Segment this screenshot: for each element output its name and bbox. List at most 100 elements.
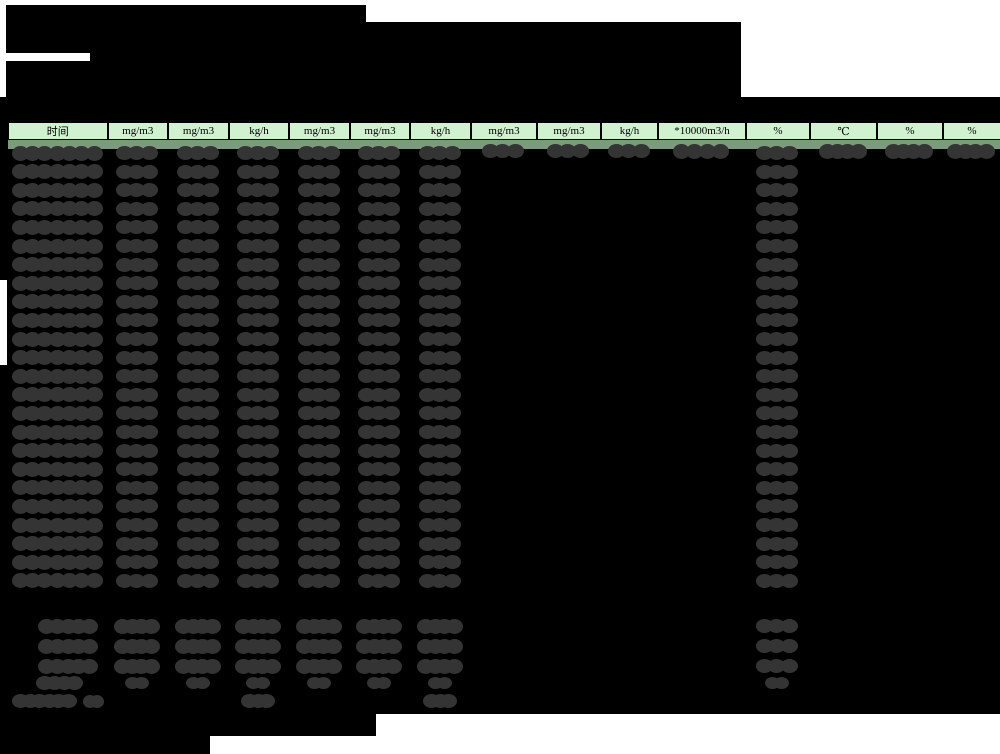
page-gap-upper-left	[0, 53, 90, 61]
redacted-value-blob	[418, 555, 461, 570]
redacted-value-blob	[176, 425, 219, 439]
redacted-value-blob	[241, 694, 275, 708]
redacted-value-blob	[176, 146, 219, 160]
redacted-value-blob	[756, 387, 798, 402]
redacted-value-blob	[756, 573, 798, 588]
redacted-value-blob	[607, 144, 650, 158]
redacted-value-blob	[358, 164, 400, 179]
header-cell-6: kg/h	[409, 123, 470, 139]
redacted-value-blob	[358, 183, 400, 198]
redacted-value-blob	[185, 677, 210, 689]
redacted-value-blob	[115, 443, 158, 458]
redacted-value-blob	[297, 313, 340, 328]
redacted-value-blob	[176, 573, 219, 588]
redacted-value-blob	[12, 480, 103, 496]
redacted-value-blob	[756, 201, 798, 216]
redacted-value-blob	[237, 257, 279, 272]
redacted-value-blob	[115, 257, 158, 272]
redacted-value-blob	[673, 143, 729, 159]
redacted-value-blob	[358, 313, 400, 328]
redacted-value-blob	[297, 183, 340, 198]
redacted-value-blob	[115, 425, 158, 439]
redacted-value-blob	[176, 518, 219, 532]
redacted-value-blob	[818, 143, 867, 159]
redacted-value-blob	[418, 332, 461, 346]
redacted-value-blob	[235, 638, 281, 654]
redacted-value-blob	[418, 387, 461, 402]
redacted-value-blob	[358, 220, 400, 235]
redacted-value-blob	[756, 659, 798, 673]
redacted-value-blob	[12, 443, 103, 459]
redacted-value-blob	[418, 573, 461, 588]
redacted-value-blob	[37, 618, 98, 634]
table-header-row: 时间 mg/m3 mg/m3 kg/h mg/m3 mg/m3 kg/h mg/m3 mg/m3…	[8, 122, 1000, 140]
redacted-value-blob	[756, 536, 798, 551]
redacted-value-blob	[237, 499, 279, 514]
redacted-value-blob	[297, 164, 340, 179]
redacted-value-blob	[418, 443, 461, 458]
redacted-value-blob	[756, 350, 798, 365]
redacted-value-blob	[12, 368, 103, 384]
redacted-value-blob	[356, 618, 402, 634]
redacted-value-blob	[237, 406, 279, 421]
page-gap-mid-left	[0, 280, 7, 365]
redacted-value-blob	[297, 536, 340, 551]
redacted-value-blob	[358, 257, 400, 272]
redacted-value-blob	[176, 257, 219, 272]
redacted-value-blob	[297, 332, 340, 346]
redacted-value-blob	[418, 201, 461, 216]
redacted-value-blob	[367, 677, 391, 689]
redacted-value-blob	[297, 276, 340, 291]
redacted-value-blob	[297, 146, 340, 160]
redacted-value-blob	[947, 143, 995, 159]
redacted-value-blob	[12, 312, 103, 328]
redacted-value-blob	[297, 462, 340, 477]
redacted-value-blob	[12, 536, 103, 552]
redacted-value-blob	[174, 658, 221, 674]
redacted-value-blob	[358, 201, 400, 216]
redacted-value-blob	[547, 144, 589, 158]
redacted-value-blob	[297, 555, 340, 570]
redacted-value-blob	[176, 294, 219, 309]
redacted-value-blob	[37, 658, 98, 674]
redacted-value-blob	[297, 518, 340, 532]
redacted-value-blob	[756, 369, 798, 384]
redacted-value-blob	[115, 387, 158, 402]
redacted-value-blob	[756, 146, 798, 160]
redacted-value-blob	[358, 518, 400, 532]
redacted-value-blob	[12, 350, 103, 366]
redacted-value-blob	[12, 424, 103, 440]
redacted-value-blob	[297, 425, 340, 439]
redacted-value-blob	[174, 618, 221, 634]
header-cell-9: kg/h	[600, 123, 657, 139]
redacted-value-blob	[765, 677, 789, 689]
redacted-value-blob	[418, 239, 461, 253]
redacted-value-blob	[756, 183, 798, 198]
redacted-value-blob	[237, 425, 279, 439]
redaction-block-title	[6, 5, 366, 22]
redacted-value-blob	[756, 220, 798, 235]
redacted-value-blob	[237, 294, 279, 309]
redacted-value-blob	[115, 573, 158, 588]
redacted-value-blob	[176, 462, 219, 477]
redacted-value-blob	[416, 618, 463, 634]
redacted-value-blob	[237, 536, 279, 551]
redacted-value-blob	[115, 350, 158, 365]
redacted-value-blob	[358, 294, 400, 309]
redacted-value-blob	[83, 694, 104, 708]
redacted-value-blob	[237, 332, 279, 346]
redacted-value-blob	[756, 443, 798, 458]
redacted-value-blob	[756, 294, 798, 309]
redaction-block-footer-corner	[0, 736, 210, 754]
redacted-value-blob	[115, 518, 158, 532]
redacted-value-blob	[237, 276, 279, 291]
redacted-value-blob	[418, 499, 461, 514]
redacted-value-blob	[358, 573, 400, 588]
redacted-value-blob	[113, 618, 160, 634]
redacted-value-blob	[297, 443, 340, 458]
redacted-value-blob	[358, 462, 400, 477]
redacted-value-blob	[12, 498, 103, 514]
redacted-value-blob	[115, 313, 158, 328]
redacted-value-blob	[297, 294, 340, 309]
